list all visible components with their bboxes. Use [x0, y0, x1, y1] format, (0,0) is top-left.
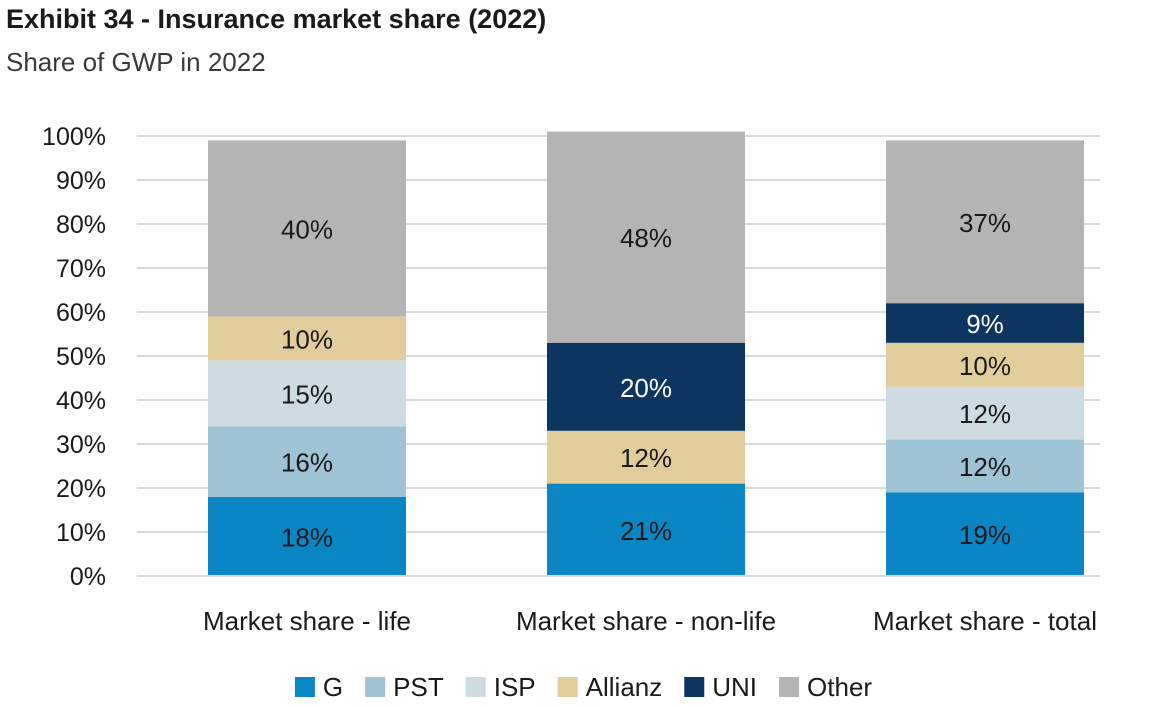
legend-swatch-allianz — [557, 677, 578, 697]
y-tick-label: 40% — [56, 387, 106, 415]
y-axis: 0% 10% 20% 30% 40% 50% 60% 70% 80% 90% 100% — [42, 123, 106, 591]
legend-swatch-other — [779, 677, 800, 697]
data-label: 37% — [959, 208, 1011, 238]
bar-segment-g — [208, 496, 406, 576]
legend-label: G — [323, 672, 343, 702]
data-label: 15% — [281, 379, 333, 409]
bar-segment-allianz — [547, 430, 745, 484]
data-label: 19% — [959, 520, 1011, 550]
bar-segment-isp — [208, 360, 406, 427]
legend-swatch-isp — [465, 677, 486, 697]
y-tick-label: 60% — [56, 299, 106, 327]
bar-segment-other — [886, 140, 1084, 304]
bar-segment-other — [208, 140, 406, 317]
y-tick-label: 30% — [56, 431, 106, 459]
legend-swatch-uni — [684, 677, 705, 697]
bar-segment-isp — [886, 386, 1084, 440]
legend-label: PST — [393, 672, 444, 702]
y-tick-label: 80% — [56, 211, 106, 239]
bar-segment-pst — [208, 426, 406, 497]
data-label: 12% — [620, 443, 672, 473]
x-tick-label: Market share - life — [203, 606, 411, 636]
data-label: 10% — [959, 351, 1011, 381]
data-label: 20% — [620, 373, 672, 403]
legend: G PST ISP Allianz UNI Other — [294, 672, 872, 702]
legend-label: Other — [807, 672, 872, 702]
data-label: 18% — [281, 522, 333, 552]
legend-label: ISP — [494, 672, 536, 702]
data-label: 21% — [620, 516, 672, 546]
bar-segment-allianz — [208, 316, 406, 361]
y-tick-label: 20% — [56, 475, 106, 503]
bar-segment-pst — [886, 439, 1084, 493]
y-tick-label: 70% — [56, 255, 106, 283]
chart-title: Exhibit 34 - Insurance market share (202… — [6, 4, 547, 34]
y-tick-label: 50% — [56, 343, 106, 371]
y-tick-label: 10% — [56, 519, 106, 547]
bar-segment-allianz — [886, 342, 1084, 387]
x-tick-label: Market share - total — [873, 606, 1097, 636]
x-axis: Market share - life Market share - non-li… — [137, 575, 1100, 636]
data-label: 40% — [281, 214, 333, 244]
bar-segment-other — [547, 131, 745, 343]
data-label: 12% — [959, 452, 1011, 482]
bar-segment-g — [886, 492, 1084, 576]
x-tick-label: Market share - non-life — [516, 606, 776, 636]
data-label: 10% — [281, 324, 333, 354]
y-tick-label: 100% — [42, 123, 106, 151]
data-label: 48% — [620, 223, 672, 253]
data-label: 12% — [959, 399, 1011, 429]
legend-swatch-pst — [365, 677, 386, 697]
chart-subtitle: Share of GWP in 2022 — [6, 47, 266, 77]
bars: 18% 16% 15% 10% 40% 21% 12% 20% 48% 19% 12% 12% 10% 9… — [208, 131, 1084, 576]
data-label: 9% — [966, 309, 1004, 339]
y-tick-label: 90% — [56, 167, 106, 195]
bar-segment-g — [547, 483, 745, 576]
data-label: 16% — [281, 448, 333, 478]
legend-label: UNI — [712, 672, 757, 702]
bar-segment-uni — [886, 303, 1084, 343]
bar-segment-uni — [547, 342, 745, 431]
legend-label: Allianz — [586, 672, 663, 702]
y-tick-label: 0% — [70, 563, 106, 591]
legend-swatch-g — [294, 677, 315, 697]
